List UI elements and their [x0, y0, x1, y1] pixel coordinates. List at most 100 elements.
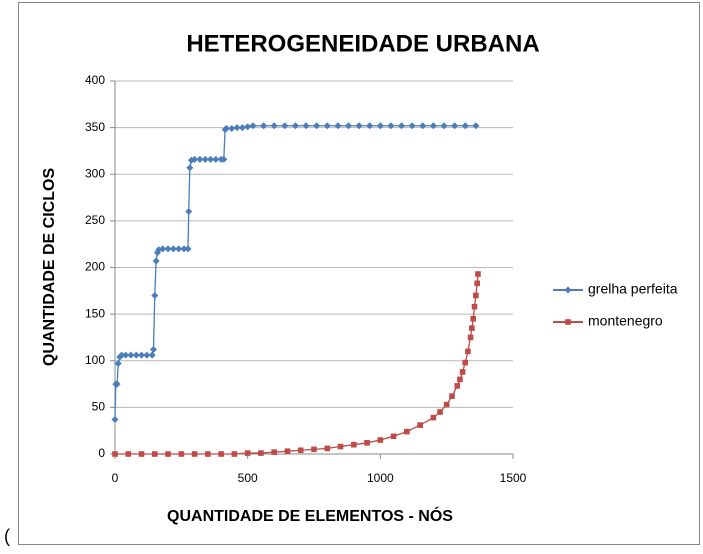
data-point [475, 271, 481, 277]
data-point [238, 124, 246, 132]
data-point [132, 351, 140, 359]
data-point [377, 437, 384, 443]
data-point [205, 451, 211, 457]
data-point [459, 369, 466, 375]
data-point [196, 155, 204, 163]
data-point [260, 122, 268, 130]
caption: ( [4, 526, 10, 546]
legend-label: montenegro [588, 313, 663, 329]
data-point [440, 122, 448, 130]
data-point [351, 441, 357, 448]
data-point [222, 125, 230, 133]
data-point [149, 346, 157, 354]
data-point [112, 451, 118, 457]
data-point [404, 428, 410, 435]
data-point [297, 447, 304, 454]
data-point [470, 315, 476, 322]
data-point [184, 245, 192, 253]
data-point [344, 122, 352, 130]
data-point [113, 380, 121, 388]
y-tick-label: 100 [85, 353, 105, 367]
y-tick-label: 250 [85, 213, 105, 227]
data-point [201, 155, 209, 163]
data-point [443, 401, 450, 408]
data-point [462, 359, 469, 366]
legend-label: grelha perfeita [588, 281, 678, 297]
series-line [115, 273, 479, 455]
data-point [186, 164, 194, 172]
legend-marker [564, 286, 572, 294]
legend-marker [565, 319, 571, 325]
data-point [387, 122, 395, 130]
data-point [220, 155, 228, 163]
data-point [467, 334, 474, 341]
data-point [185, 208, 193, 216]
data-point [429, 122, 437, 130]
data-point [148, 351, 156, 359]
data-point [313, 122, 321, 130]
data-point [465, 348, 471, 355]
data-point [258, 450, 264, 456]
data-point [244, 450, 251, 456]
data-point [143, 351, 151, 359]
data-point [408, 122, 416, 130]
data-point [430, 414, 437, 421]
data-point [122, 351, 130, 359]
data-point [244, 123, 252, 131]
data-point [417, 422, 423, 428]
data-point [138, 351, 146, 359]
data-point [473, 292, 479, 299]
data-point [231, 451, 238, 457]
y-axis-label: QUANTIDADE DE CICLOS [41, 168, 58, 367]
data-point [169, 245, 177, 253]
data-point [311, 446, 317, 453]
data-point [291, 122, 299, 130]
data-point [165, 451, 171, 457]
data-point [334, 122, 342, 130]
data-point [138, 451, 145, 457]
data-point [472, 122, 480, 130]
y-tick-label: 0 [98, 446, 105, 460]
data-point [454, 383, 461, 389]
data-point [302, 122, 310, 130]
y-tick-label: 300 [85, 166, 105, 180]
data-point [180, 245, 188, 253]
data-point [457, 376, 463, 383]
x-tick-label: 0 [112, 471, 119, 485]
data-point [376, 122, 384, 130]
data-point [366, 122, 374, 130]
data-point [461, 122, 469, 130]
y-tick-label: 200 [85, 260, 105, 274]
data-point [398, 122, 406, 130]
data-point [114, 360, 122, 368]
data-point [191, 451, 198, 457]
data-point [127, 351, 135, 359]
data-point [270, 122, 278, 130]
x-tick-label: 500 [238, 471, 258, 485]
data-point [159, 245, 167, 253]
data-point [284, 448, 291, 455]
x-axis-label: QUANTIDADE DE ELEMENTOS - NÓS [167, 506, 453, 525]
data-point [323, 122, 331, 130]
data-point [218, 451, 224, 457]
y-tick-label: 50 [92, 400, 106, 414]
y-tick-label: 350 [85, 120, 105, 134]
data-point [178, 451, 185, 457]
data-point [469, 325, 475, 331]
data-point [390, 433, 397, 440]
data-point [191, 155, 199, 163]
data-point [175, 245, 183, 253]
data-point [151, 291, 159, 299]
y-tick-label: 400 [85, 73, 105, 87]
chart-border [18, 2, 700, 545]
data-point [207, 155, 215, 163]
data-point [233, 124, 241, 132]
data-point [152, 257, 160, 265]
data-point [125, 451, 132, 457]
data-point [228, 125, 236, 133]
data-point [271, 449, 277, 455]
data-point [471, 303, 478, 310]
y-tick-label: 150 [85, 306, 105, 320]
data-point [364, 440, 370, 446]
